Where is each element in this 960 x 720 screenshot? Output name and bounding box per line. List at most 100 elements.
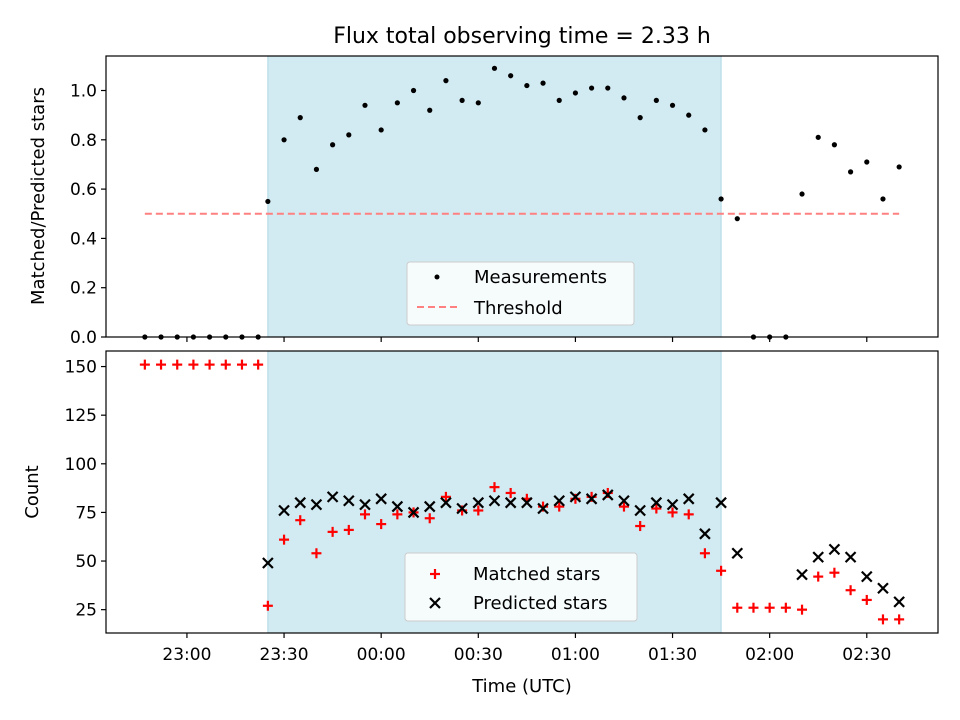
predicted-star-point: [682, 493, 695, 505]
measurement-point: [589, 85, 595, 91]
measurement-point: [297, 115, 303, 121]
legend-measurements-label: Measurements: [474, 267, 607, 288]
x-tick-label: 23:00: [162, 645, 211, 665]
predicted-star-point: [488, 494, 501, 507]
top-y-axis: 0.0 0.2 0.4 0.6 0.8 1.0: [70, 82, 106, 348]
measurement-point: [281, 137, 287, 143]
measurement-point: [394, 100, 400, 106]
predicted-star-point: [812, 551, 824, 563]
matched-star-point: [139, 359, 150, 370]
bottom-x-axis: 23:00 23:30 00:00 00:30 01:00 01:30 02:00 02:30: [162, 633, 891, 665]
matched-star-point: [764, 602, 775, 613]
measurement-point: [718, 196, 724, 202]
top-y-tick-label: 1.0: [70, 82, 97, 102]
predicted-star-point: [537, 502, 549, 515]
predicted-star-point: [844, 551, 857, 563]
matched-star-point: [861, 594, 872, 605]
predicted-star-point: [796, 568, 808, 581]
measurement-point: [847, 169, 854, 175]
matched-star-point: [845, 585, 856, 596]
bottom-y-axis-label: Count: [22, 465, 43, 518]
bottom-y-tick-label: 150: [65, 358, 97, 378]
measurement-point: [686, 112, 692, 118]
measurement-point: [880, 196, 886, 202]
predicted-star-point: [666, 498, 679, 511]
x-tick-label: 00:30: [454, 645, 503, 665]
legend-matched-marker: [430, 569, 440, 579]
top-y-tick-label: 0.4: [70, 229, 97, 249]
bottom-plot-frame: [105, 350, 939, 634]
bottom-y-tick-label: 25: [75, 601, 97, 621]
predicted-star-point: [602, 489, 614, 501]
legend-measurements-marker: [434, 274, 440, 280]
matched-star-point: [156, 359, 167, 370]
measurement-point: [540, 80, 546, 86]
matched-star-point: [359, 509, 370, 520]
matched-star-point: [279, 534, 290, 545]
measurement-point: [508, 73, 514, 79]
predicted-star-point: [391, 500, 404, 513]
predicted-star-point: [294, 496, 307, 509]
matched-star-point: [683, 509, 694, 520]
bottom-y-tick-label: 100: [65, 455, 97, 475]
matched-star-point: [376, 519, 387, 530]
measurement-point: [831, 142, 838, 148]
matched-star-point: [618, 501, 629, 512]
legend-predicted-marker: [429, 597, 441, 609]
predicted-star-point: [375, 493, 387, 505]
x-tick-label: 00:00: [357, 645, 406, 665]
matched-star-point: [732, 602, 743, 613]
matched-star-point: [797, 604, 808, 615]
predicted-star-point: [456, 502, 468, 515]
predicted-star-point: [407, 506, 420, 519]
measurement-point: [459, 97, 465, 103]
measurement-point: [491, 65, 498, 71]
predicted-star-point: [861, 570, 873, 583]
measurement-point: [362, 102, 368, 108]
legend-threshold-label: Threshold: [473, 298, 563, 319]
predicted-star-point: [569, 491, 582, 503]
matched-star-point: [505, 487, 516, 498]
matched-star-point: [343, 524, 354, 535]
bottom-y-axis: 25 50 75 100 125 150: [65, 358, 106, 621]
measurement-point: [734, 216, 740, 222]
matched-star-point: [236, 359, 247, 370]
bottom-y-tick-label: 50: [75, 552, 97, 572]
predicted-star-point: [326, 491, 339, 503]
predicted-star-point: [472, 496, 485, 509]
predicted-star-point: [877, 582, 889, 595]
matched-star-point: [829, 567, 840, 578]
matched-star-point: [172, 359, 183, 370]
predicted-star-point: [504, 496, 517, 509]
top-y-tick-label: 0.6: [70, 180, 97, 200]
matched-star-point: [327, 526, 338, 537]
matched-star-point: [489, 482, 500, 493]
predicted-star-point: [731, 547, 744, 560]
matched-star-point: [635, 521, 646, 532]
matched-star-point: [748, 602, 759, 613]
top-y-tick-label: 0.8: [70, 131, 97, 151]
measurement-point: [313, 166, 320, 172]
predicted-star-point: [359, 498, 371, 511]
measurement-point: [556, 97, 562, 103]
predicted-star-point: [650, 496, 663, 509]
measurement-point: [524, 82, 530, 89]
x-tick-label: 01:00: [551, 645, 600, 665]
measurement-point: [637, 115, 643, 121]
measurement-point: [330, 142, 336, 148]
measurement-point: [427, 107, 433, 113]
measurement-point: [475, 100, 481, 106]
predicted-star-point: [440, 496, 452, 509]
x-tick-label: 02:00: [745, 645, 794, 665]
bottom-points-layer: [139, 359, 905, 625]
bottom-legend: Matched stars Predicted stars: [404, 552, 638, 622]
measurement-point: [896, 164, 902, 170]
measurement-point: [702, 127, 708, 133]
top-legend: Measurements Threshold: [406, 261, 635, 326]
matched-star-point: [424, 513, 435, 524]
predicted-star-point: [343, 494, 355, 507]
bottom-y-tick-label: 75: [75, 503, 97, 523]
figure-title: Flux total observing time = 2.33 h: [333, 24, 711, 49]
predicted-star-point: [585, 493, 598, 505]
matched-star-point: [651, 503, 662, 514]
